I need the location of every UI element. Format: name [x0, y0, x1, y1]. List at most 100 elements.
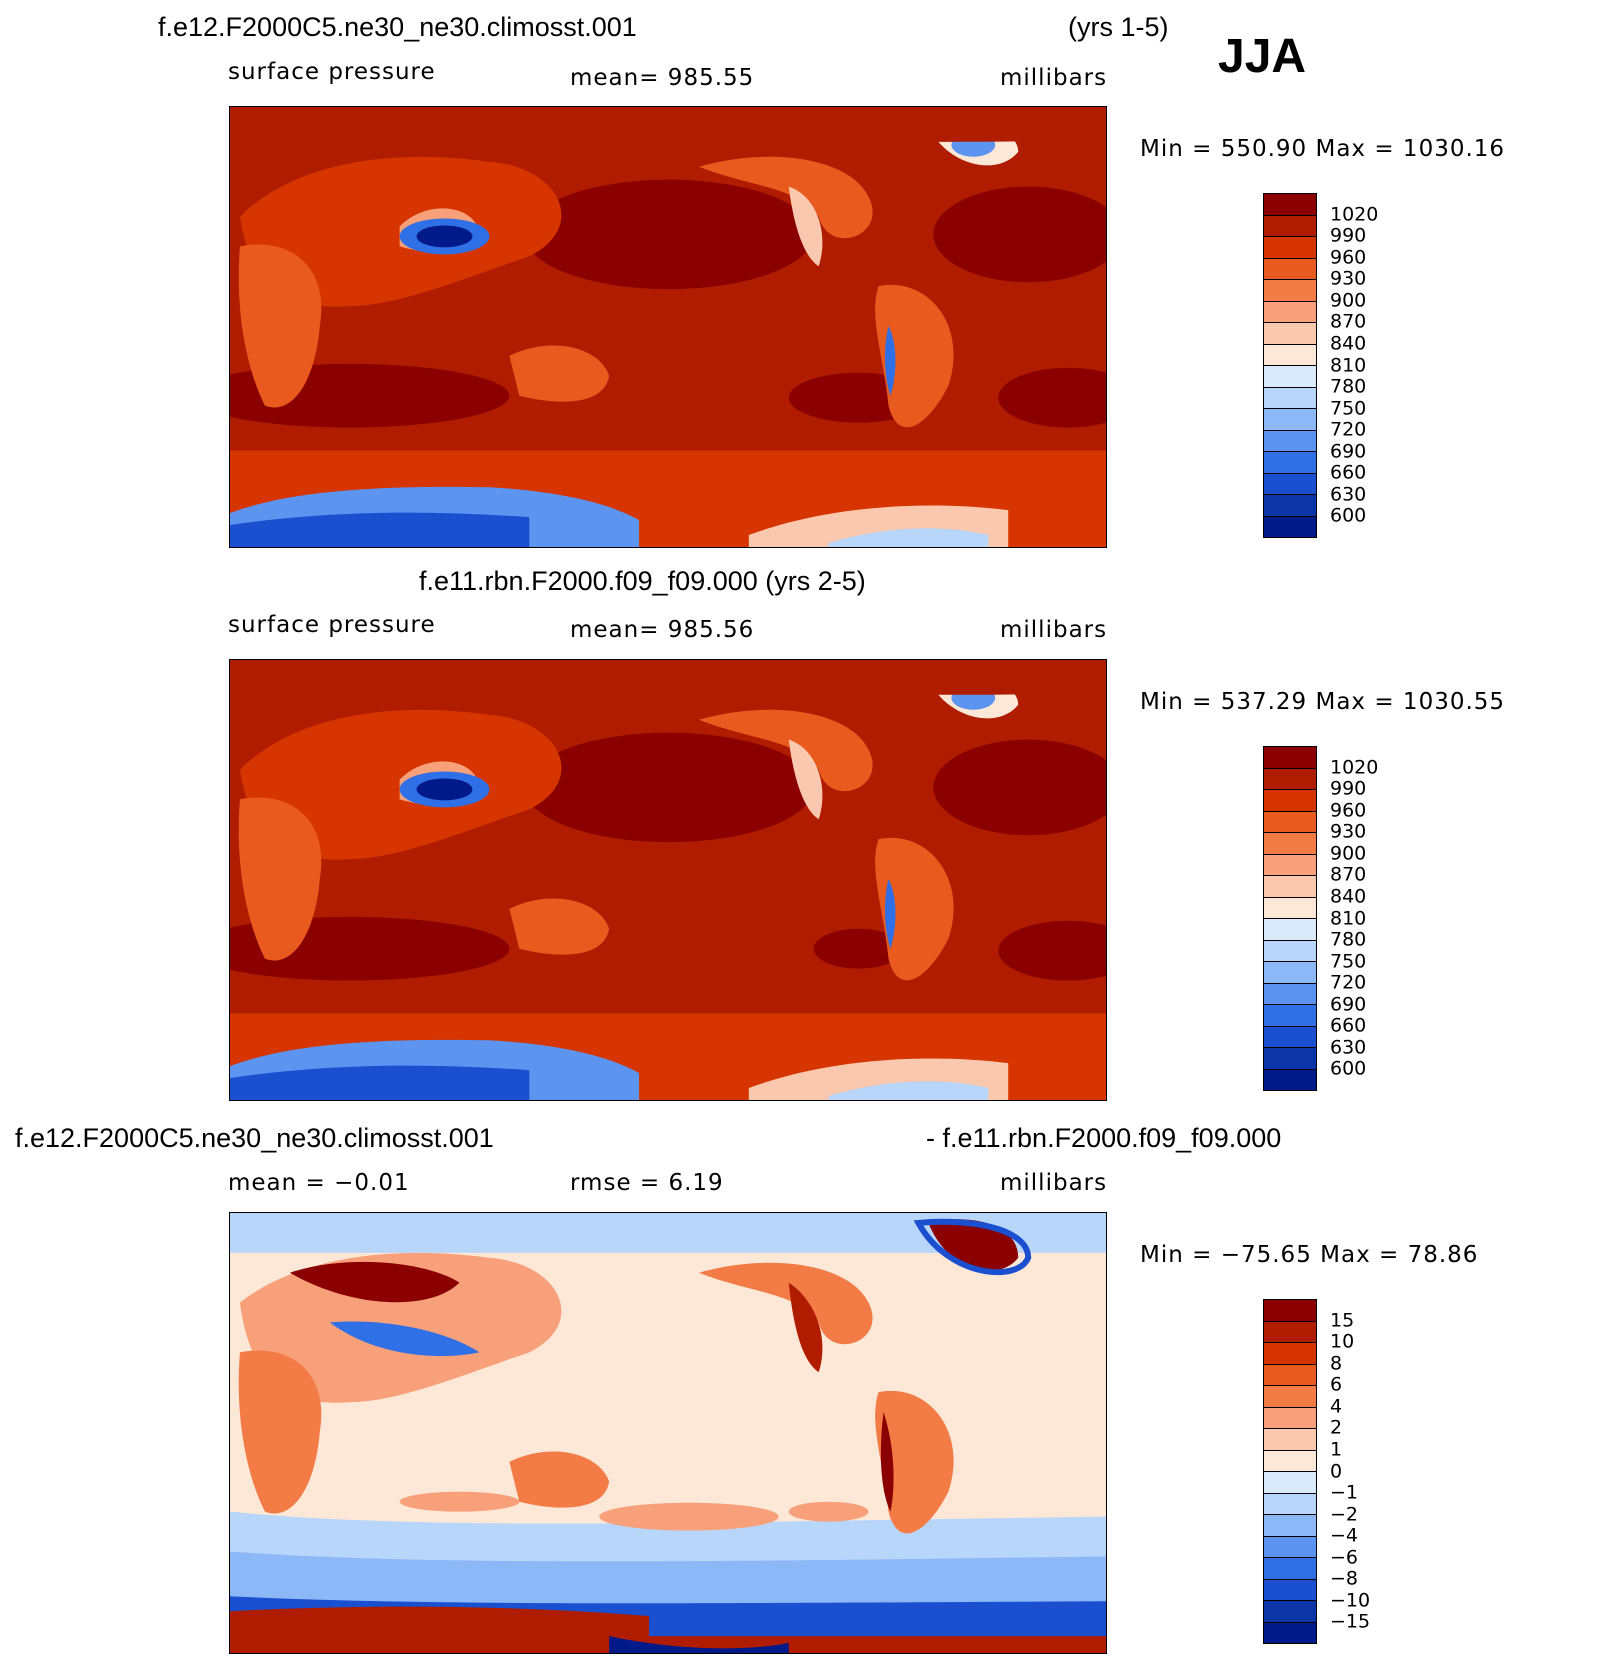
colorbar-swatch	[1264, 1472, 1316, 1494]
colorbar-tick-label: 810	[1330, 907, 1367, 929]
panel2-map	[229, 659, 1107, 1101]
colorbar-swatch	[1264, 1407, 1316, 1429]
panel2-title: f.e11.rbn.F2000.f09_f09.000 (yrs 2-5)	[419, 566, 866, 596]
colorbar-tick-label: 630	[1330, 483, 1367, 506]
panel1-title: f.e12.F2000C5.ne30_ne30.climosst.001	[158, 12, 637, 42]
colorbar-tick-label: 690	[1330, 993, 1367, 1016]
colorbar-tick-label: 780	[1330, 375, 1367, 398]
panel2-variable-label: surface pressure	[228, 612, 436, 638]
colorbar-swatch	[1264, 1601, 1316, 1623]
colorbar-swatch	[1264, 495, 1316, 517]
panel3-map-field	[230, 1213, 1106, 1653]
colorbar-swatch	[1264, 344, 1316, 366]
panel1-map	[229, 106, 1107, 548]
panel1-map-field	[230, 107, 1106, 547]
colorbar-tick-label: 630	[1330, 1036, 1367, 1059]
colorbar-tick-label: 780	[1330, 928, 1367, 951]
colorbar-tick-label: 6	[1330, 1373, 1343, 1396]
panel3-colorbar	[1263, 1299, 1317, 1644]
colorbar-tick-label: −4	[1330, 1524, 1359, 1547]
panel1-variable-label: surface pressure	[228, 59, 436, 85]
colorbar-tick-label: 900	[1330, 842, 1367, 865]
colorbar-swatch	[1264, 452, 1316, 474]
colorbar-tick-label: 2	[1330, 1416, 1343, 1439]
colorbar-swatch	[1264, 1579, 1316, 1601]
panel2-minmax: Min = 537.29 Max = 1030.55	[1140, 689, 1506, 715]
colorbar-swatch	[1264, 473, 1316, 495]
colorbar-tick-label: 15	[1330, 1309, 1355, 1332]
colorbar-tick-label: 960	[1330, 799, 1367, 822]
colorbar-tick-label: 0	[1330, 1460, 1343, 1482]
colorbar-tick-label: 1	[1330, 1438, 1343, 1461]
colorbar-tick-label: 8	[1330, 1352, 1343, 1375]
colorbar-swatch	[1264, 194, 1316, 216]
colorbar-swatch	[1264, 1005, 1316, 1027]
colorbar-swatch	[1264, 430, 1316, 452]
colorbar-swatch	[1264, 897, 1316, 919]
panel1-mean-label: mean= 985.55	[570, 65, 755, 91]
colorbar-swatch	[1264, 1069, 1316, 1090]
panel2-units-label: millibars	[1000, 617, 1108, 643]
colorbar-tick-label: 810	[1330, 354, 1367, 376]
colorbar-swatch	[1264, 280, 1316, 302]
panel2-map-field	[230, 660, 1106, 1100]
colorbar-swatch	[1264, 1364, 1316, 1386]
colorbar-swatch	[1264, 1558, 1316, 1580]
colorbar-swatch	[1264, 323, 1316, 345]
colorbar-tick-label: 1020	[1330, 756, 1379, 779]
colorbar-swatch	[1264, 258, 1316, 280]
colorbar-swatch	[1264, 940, 1316, 962]
colorbar-tick-label: 720	[1330, 418, 1367, 441]
colorbar-tick-label: 600	[1330, 504, 1367, 527]
colorbar-tick-label: −15	[1330, 1610, 1371, 1633]
colorbar-swatch	[1264, 919, 1316, 941]
colorbar-swatch	[1264, 1300, 1316, 1322]
colorbar-swatch	[1264, 1321, 1316, 1343]
colorbar-tick-label: 10	[1330, 1330, 1355, 1353]
colorbar-tick-label: 960	[1330, 246, 1367, 269]
colorbar-swatch	[1264, 811, 1316, 833]
colorbar-swatch	[1264, 1493, 1316, 1515]
colorbar-tick-label: 750	[1330, 397, 1367, 420]
panel1-units-label: millibars	[1000, 65, 1108, 91]
colorbar-swatch	[1264, 1429, 1316, 1451]
colorbar-tick-label: 720	[1330, 971, 1367, 994]
colorbar-swatch	[1264, 1026, 1316, 1048]
colorbar-swatch	[1264, 1450, 1316, 1472]
colorbar-swatch	[1264, 983, 1316, 1005]
colorbar-swatch	[1264, 1386, 1316, 1408]
colorbar-tick-label: 4	[1330, 1395, 1343, 1418]
colorbar-tick-label: 840	[1330, 885, 1367, 908]
colorbar-tick-label: −6	[1330, 1546, 1359, 1569]
colorbar-swatch	[1264, 1622, 1316, 1643]
panel1-minmax: Min = 550.90 Max = 1030.16	[1140, 136, 1506, 162]
colorbar-tick-label: 870	[1330, 310, 1367, 333]
panel3-title-right: - f.e11.rbn.F2000.f09_f09.000	[926, 1123, 1282, 1153]
colorbar-swatch	[1264, 747, 1316, 769]
colorbar-swatch	[1264, 1343, 1316, 1365]
colorbar-swatch	[1264, 516, 1316, 537]
colorbar-swatch	[1264, 1536, 1316, 1558]
colorbar-tick-label: 750	[1330, 950, 1367, 973]
colorbar-tick-label: −1	[1330, 1481, 1359, 1504]
panel1-years: (yrs 1-5)	[1068, 12, 1169, 42]
panel1-colorbar	[1263, 193, 1317, 538]
colorbar-swatch	[1264, 387, 1316, 409]
colorbar-tick-label: −8	[1330, 1567, 1359, 1590]
colorbar-swatch	[1264, 790, 1316, 812]
colorbar-tick-label: 990	[1330, 777, 1367, 800]
colorbar-swatch	[1264, 833, 1316, 855]
colorbar-swatch	[1264, 854, 1316, 876]
panel3-map	[229, 1212, 1107, 1654]
colorbar-tick-label: 870	[1330, 863, 1367, 886]
colorbar-swatch	[1264, 1515, 1316, 1537]
colorbar-swatch	[1264, 409, 1316, 431]
colorbar-tick-label: 840	[1330, 332, 1367, 355]
panel3-units-label: millibars	[1000, 1170, 1108, 1196]
colorbar-tick-label: 600	[1330, 1057, 1367, 1080]
colorbar-swatch	[1264, 768, 1316, 790]
colorbar-tick-label: 1020	[1330, 203, 1379, 226]
panel3-mean-label: mean = −0.01	[228, 1170, 410, 1196]
colorbar-tick-label: 930	[1330, 267, 1367, 290]
colorbar-tick-label: 900	[1330, 289, 1367, 312]
